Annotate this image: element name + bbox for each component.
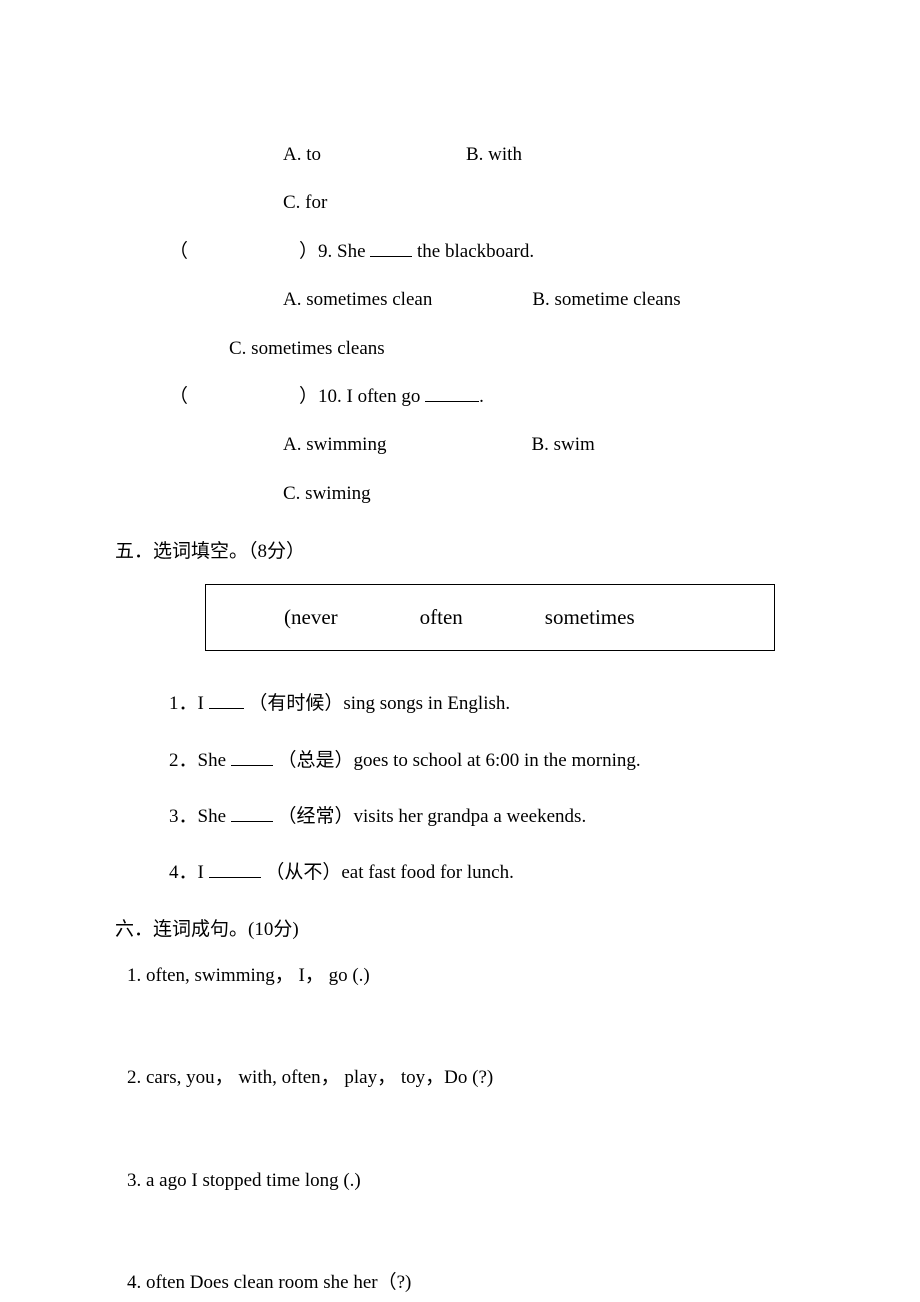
fill2-blank bbox=[231, 748, 273, 765]
sentence-item-2: 2. cars, you， with, often， play， toy，Do … bbox=[127, 1063, 805, 1093]
sentence-item-4: 4. often Does clean room she her（?) bbox=[127, 1268, 805, 1298]
q10-text: ）10. I often go . bbox=[299, 382, 484, 412]
section6-header: 六．连词成句。(10分) bbox=[115, 915, 805, 945]
q10-question: （ ）10. I often go . bbox=[169, 382, 805, 412]
q10-paren-open: （ bbox=[169, 382, 299, 412]
fill-item-4: 4．I （从不）eat fast food for lunch. bbox=[169, 858, 805, 888]
q9-paren-open: （ bbox=[169, 237, 299, 267]
sentence-item-1: 1. often, swimming， I， go (.) bbox=[127, 961, 805, 991]
q9-blank bbox=[370, 240, 412, 257]
q8-option-a: A. to bbox=[283, 140, 321, 170]
fill3-blank bbox=[231, 805, 273, 822]
word-bank-w2: often bbox=[420, 601, 463, 635]
q10-option-row-ab: A. swimming B. swim bbox=[283, 430, 805, 460]
q8-option-c: C. for bbox=[283, 188, 805, 218]
q8-option-row-ab: A. to B. with bbox=[283, 140, 805, 170]
q10-blank bbox=[425, 385, 479, 402]
word-bank-w3: sometimes bbox=[545, 601, 635, 635]
sentence-item-3: 3. a ago I stopped time long (.) bbox=[127, 1166, 805, 1196]
q9-option-c: C. sometimes cleans bbox=[229, 334, 805, 364]
q8-option-b: B. with bbox=[466, 140, 522, 170]
fill-item-2: 2．She （总是）goes to school at 6:00 in the … bbox=[169, 746, 805, 776]
section5-header: 五．选词填空。（8分） bbox=[115, 537, 805, 567]
q9-option-b: B. sometime cleans bbox=[532, 285, 680, 315]
q10-option-c: C. swiming bbox=[283, 479, 805, 509]
word-bank-paren: (never bbox=[284, 601, 338, 635]
q10-option-b: B. swim bbox=[531, 430, 594, 460]
fill-item-1: 1．I （有时候）sing songs in English. bbox=[169, 689, 805, 719]
q9-option-row-ab: A. sometimes clean B. sometime cleans bbox=[283, 285, 805, 315]
fill4-blank bbox=[209, 861, 261, 878]
word-bank-box: (never often sometimes bbox=[205, 584, 775, 652]
fill1-blank bbox=[209, 692, 244, 709]
fill-item-3: 3．She （经常）visits her grandpa a weekends. bbox=[169, 802, 805, 832]
q10-option-a: A. swimming bbox=[283, 430, 386, 460]
q9-question: （ ）9. She the blackboard. bbox=[169, 237, 805, 267]
q9-option-a: A. sometimes clean bbox=[283, 285, 432, 315]
q9-text: ）9. She the blackboard. bbox=[299, 237, 534, 267]
